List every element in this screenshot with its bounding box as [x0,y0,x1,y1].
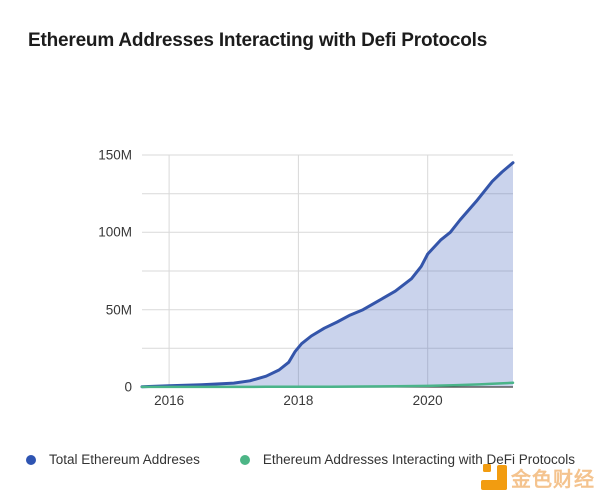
series-area-0 [142,162,513,387]
legend-item-defi-addresses[interactable]: Ethereum Addresses Interacting with DeFi… [239,452,575,467]
watermark-text: 金色财经 [511,467,595,491]
y-tick-label: 50M [105,302,132,318]
legend-dot-blue-icon [26,454,36,465]
legend-dot-green-icon [239,454,250,465]
x-tick-label: 2016 [154,393,185,408]
x-tick-label: 2018 [283,393,314,408]
watermark: 金色财经 [481,463,595,492]
legend-item-total-addresses[interactable]: Total Ethereum Addreses [26,452,200,467]
page-title: Ethereum Addresses Interacting with Defi… [28,30,488,51]
y-tick-label: 100M [98,224,132,240]
legend-label: Ethereum Addresses Interacting with DeFi… [262,452,575,467]
x-tick-label: 2020 [412,393,443,408]
chart-legend: Total Ethereum Addreses Ethereum Address… [26,452,575,467]
series-line-0 [140,161,515,389]
jinse-caijing-logo-icon [481,464,507,490]
y-tick-label: 150M [98,147,132,163]
y-tick-label: 0 [124,379,132,395]
legend-label: Total Ethereum Addreses [49,452,200,467]
series-line-1 [140,381,515,389]
